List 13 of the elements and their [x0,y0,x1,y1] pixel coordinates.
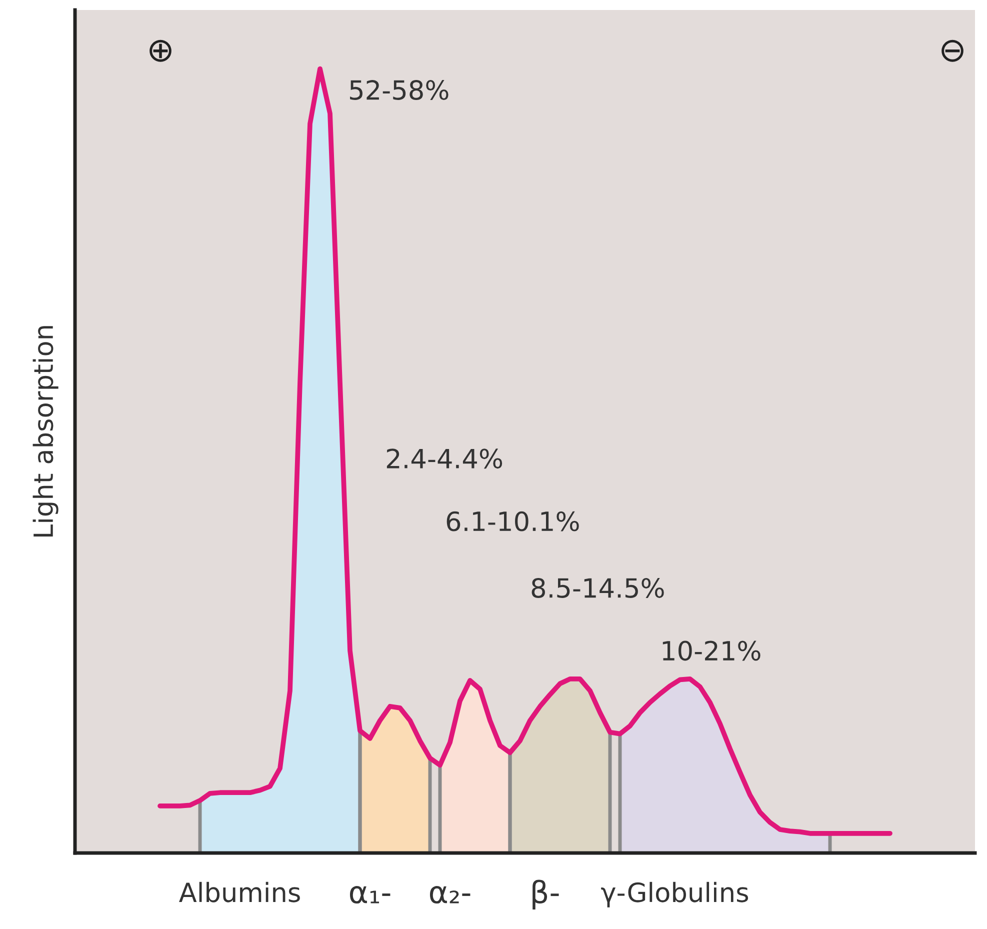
annotation: 6.1-10.1% [446,511,579,532]
text: γ-Globulins [601,882,748,908]
text: ⊕ [150,40,172,62]
annotation: 2.4-4.4% [386,448,502,469]
text: β- [532,880,559,910]
text: α₂- [430,886,470,904]
annotation: 10-21% [662,640,760,661]
text: α₁- [350,886,390,904]
annotation: 8.5-14.5% [532,578,664,598]
y-axis-title: Light absorption [32,326,58,537]
text: ⊖ [942,40,964,62]
text: Albumins [179,882,300,902]
annotation: 52-58% [350,80,448,100]
